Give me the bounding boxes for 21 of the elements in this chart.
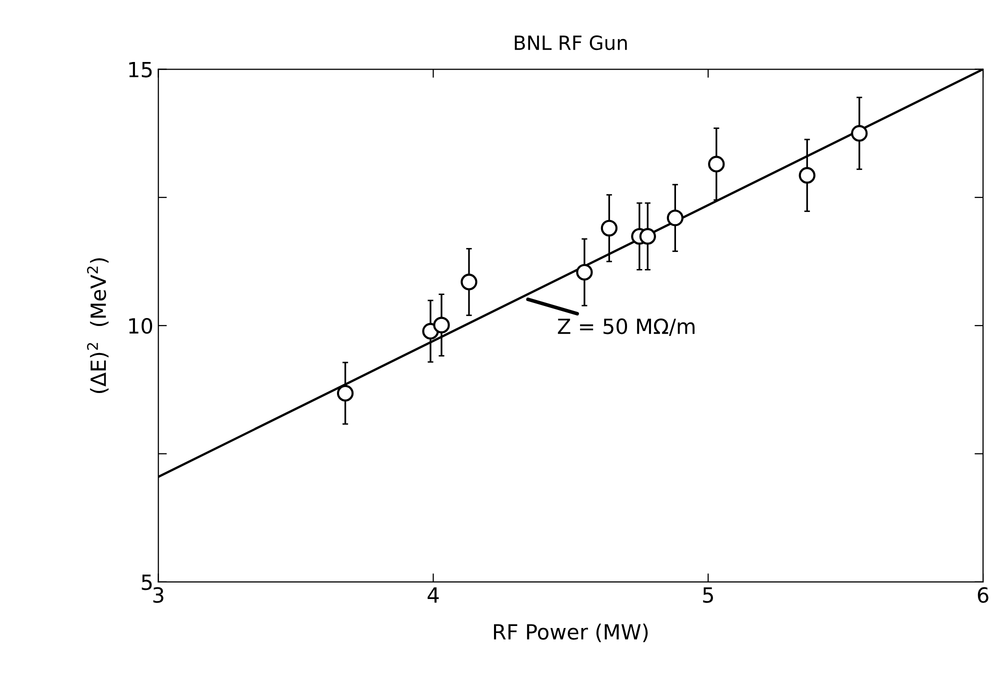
y-axis-title: (ΔE)$^{2}$ (MeV$^{2}$)	[87, 258, 109, 393]
x-tick-label: 5	[703, 587, 713, 603]
point	[460, 274, 478, 290]
chart-title: BNL RF Gun	[514, 35, 627, 50]
point	[336, 384, 354, 402]
y-tick-label: 10	[129, 318, 152, 334]
point	[576, 264, 593, 281]
point	[708, 156, 725, 172]
point	[666, 210, 684, 226]
point	[433, 316, 450, 334]
point	[639, 228, 656, 245]
x-tick-label: 4	[428, 587, 439, 603]
annotation: Z = 50 MΩ/m	[558, 318, 695, 336]
point	[851, 125, 868, 142]
x-tick-label: 6	[978, 587, 988, 603]
point	[798, 167, 816, 184]
y-tick-label: 5	[142, 574, 152, 590]
y-tick-label: 15	[129, 62, 152, 78]
point	[600, 220, 618, 237]
x-axis-title: RF Power (MW)	[494, 624, 648, 642]
x-tick-label: 3	[153, 587, 164, 603]
